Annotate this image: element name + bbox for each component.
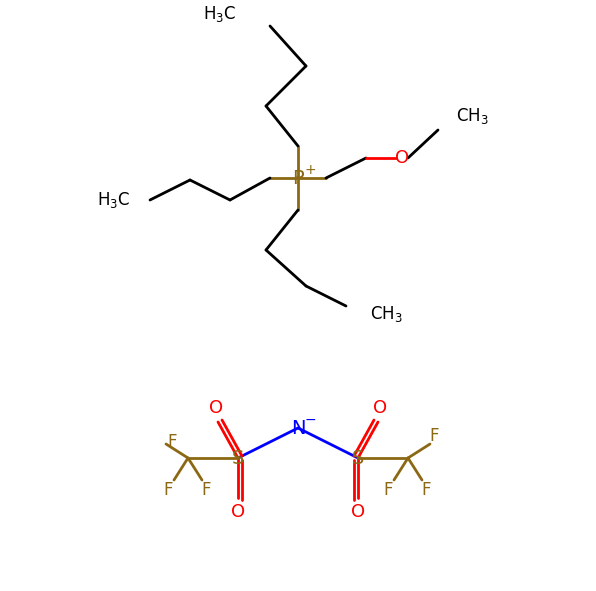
Text: F: F [163,481,173,499]
Text: P: P [292,168,304,187]
Text: F: F [201,481,211,499]
Text: O: O [395,149,409,167]
Text: O: O [351,503,365,521]
Text: +: + [304,163,316,177]
Text: F: F [383,481,393,499]
Text: CH$_3$: CH$_3$ [456,106,489,126]
Text: F: F [421,481,431,499]
Text: S: S [352,449,364,467]
Text: O: O [231,503,245,521]
Text: H$_3$C: H$_3$C [203,4,236,24]
Text: H$_3$C: H$_3$C [97,190,130,210]
Text: O: O [209,399,223,417]
Text: S: S [232,449,244,467]
Text: F: F [429,427,439,445]
Text: F: F [167,433,177,451]
Text: O: O [373,399,387,417]
Text: −: − [304,413,316,427]
Text: CH$_3$: CH$_3$ [370,304,403,324]
Text: N: N [291,418,305,437]
